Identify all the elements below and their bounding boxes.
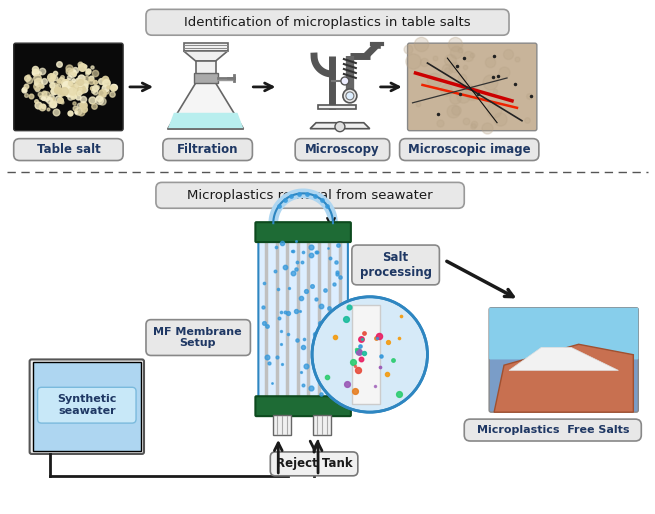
FancyBboxPatch shape [273, 415, 291, 435]
FancyBboxPatch shape [37, 387, 136, 423]
Polygon shape [184, 51, 227, 61]
FancyBboxPatch shape [352, 305, 380, 404]
FancyBboxPatch shape [352, 245, 440, 285]
Text: Microscopic image: Microscopic image [408, 143, 531, 156]
Polygon shape [494, 344, 633, 412]
FancyBboxPatch shape [14, 43, 123, 131]
FancyBboxPatch shape [489, 308, 639, 359]
FancyBboxPatch shape [313, 415, 331, 435]
Text: Filtration: Filtration [177, 143, 238, 156]
Text: Reject Tank: Reject Tank [276, 457, 352, 470]
Polygon shape [318, 105, 356, 109]
Polygon shape [184, 43, 227, 51]
Polygon shape [168, 83, 244, 128]
Text: Synthetic
seawater: Synthetic seawater [57, 394, 117, 416]
Polygon shape [168, 113, 244, 128]
FancyBboxPatch shape [255, 222, 351, 242]
FancyBboxPatch shape [156, 182, 464, 208]
Text: Microplastics  Free Salts: Microplastics Free Salts [477, 425, 629, 435]
Text: Identification of microplastics in table salts: Identification of microplastics in table… [184, 16, 471, 29]
Circle shape [346, 92, 354, 100]
FancyBboxPatch shape [146, 9, 509, 35]
FancyBboxPatch shape [271, 452, 358, 476]
Text: MF Membrane
Setup: MF Membrane Setup [153, 327, 242, 348]
Text: Microscopy: Microscopy [305, 143, 380, 156]
FancyBboxPatch shape [255, 396, 351, 416]
Text: Salt
processing: Salt processing [360, 251, 432, 279]
FancyBboxPatch shape [400, 139, 539, 160]
Text: Microplastics removal from seawater: Microplastics removal from seawater [187, 189, 433, 202]
FancyBboxPatch shape [29, 359, 144, 454]
FancyBboxPatch shape [258, 237, 348, 401]
FancyBboxPatch shape [33, 362, 141, 451]
Circle shape [341, 77, 349, 85]
FancyBboxPatch shape [163, 139, 252, 160]
Circle shape [312, 297, 428, 412]
FancyBboxPatch shape [489, 308, 639, 412]
Polygon shape [196, 61, 215, 76]
FancyBboxPatch shape [464, 419, 641, 441]
FancyBboxPatch shape [194, 73, 217, 83]
Text: Table salt: Table salt [37, 143, 100, 156]
FancyBboxPatch shape [295, 139, 390, 160]
Polygon shape [310, 123, 370, 128]
Polygon shape [509, 347, 618, 371]
FancyBboxPatch shape [146, 320, 250, 356]
FancyBboxPatch shape [407, 43, 537, 131]
Circle shape [343, 89, 357, 103]
FancyBboxPatch shape [14, 139, 123, 160]
Circle shape [335, 122, 345, 132]
